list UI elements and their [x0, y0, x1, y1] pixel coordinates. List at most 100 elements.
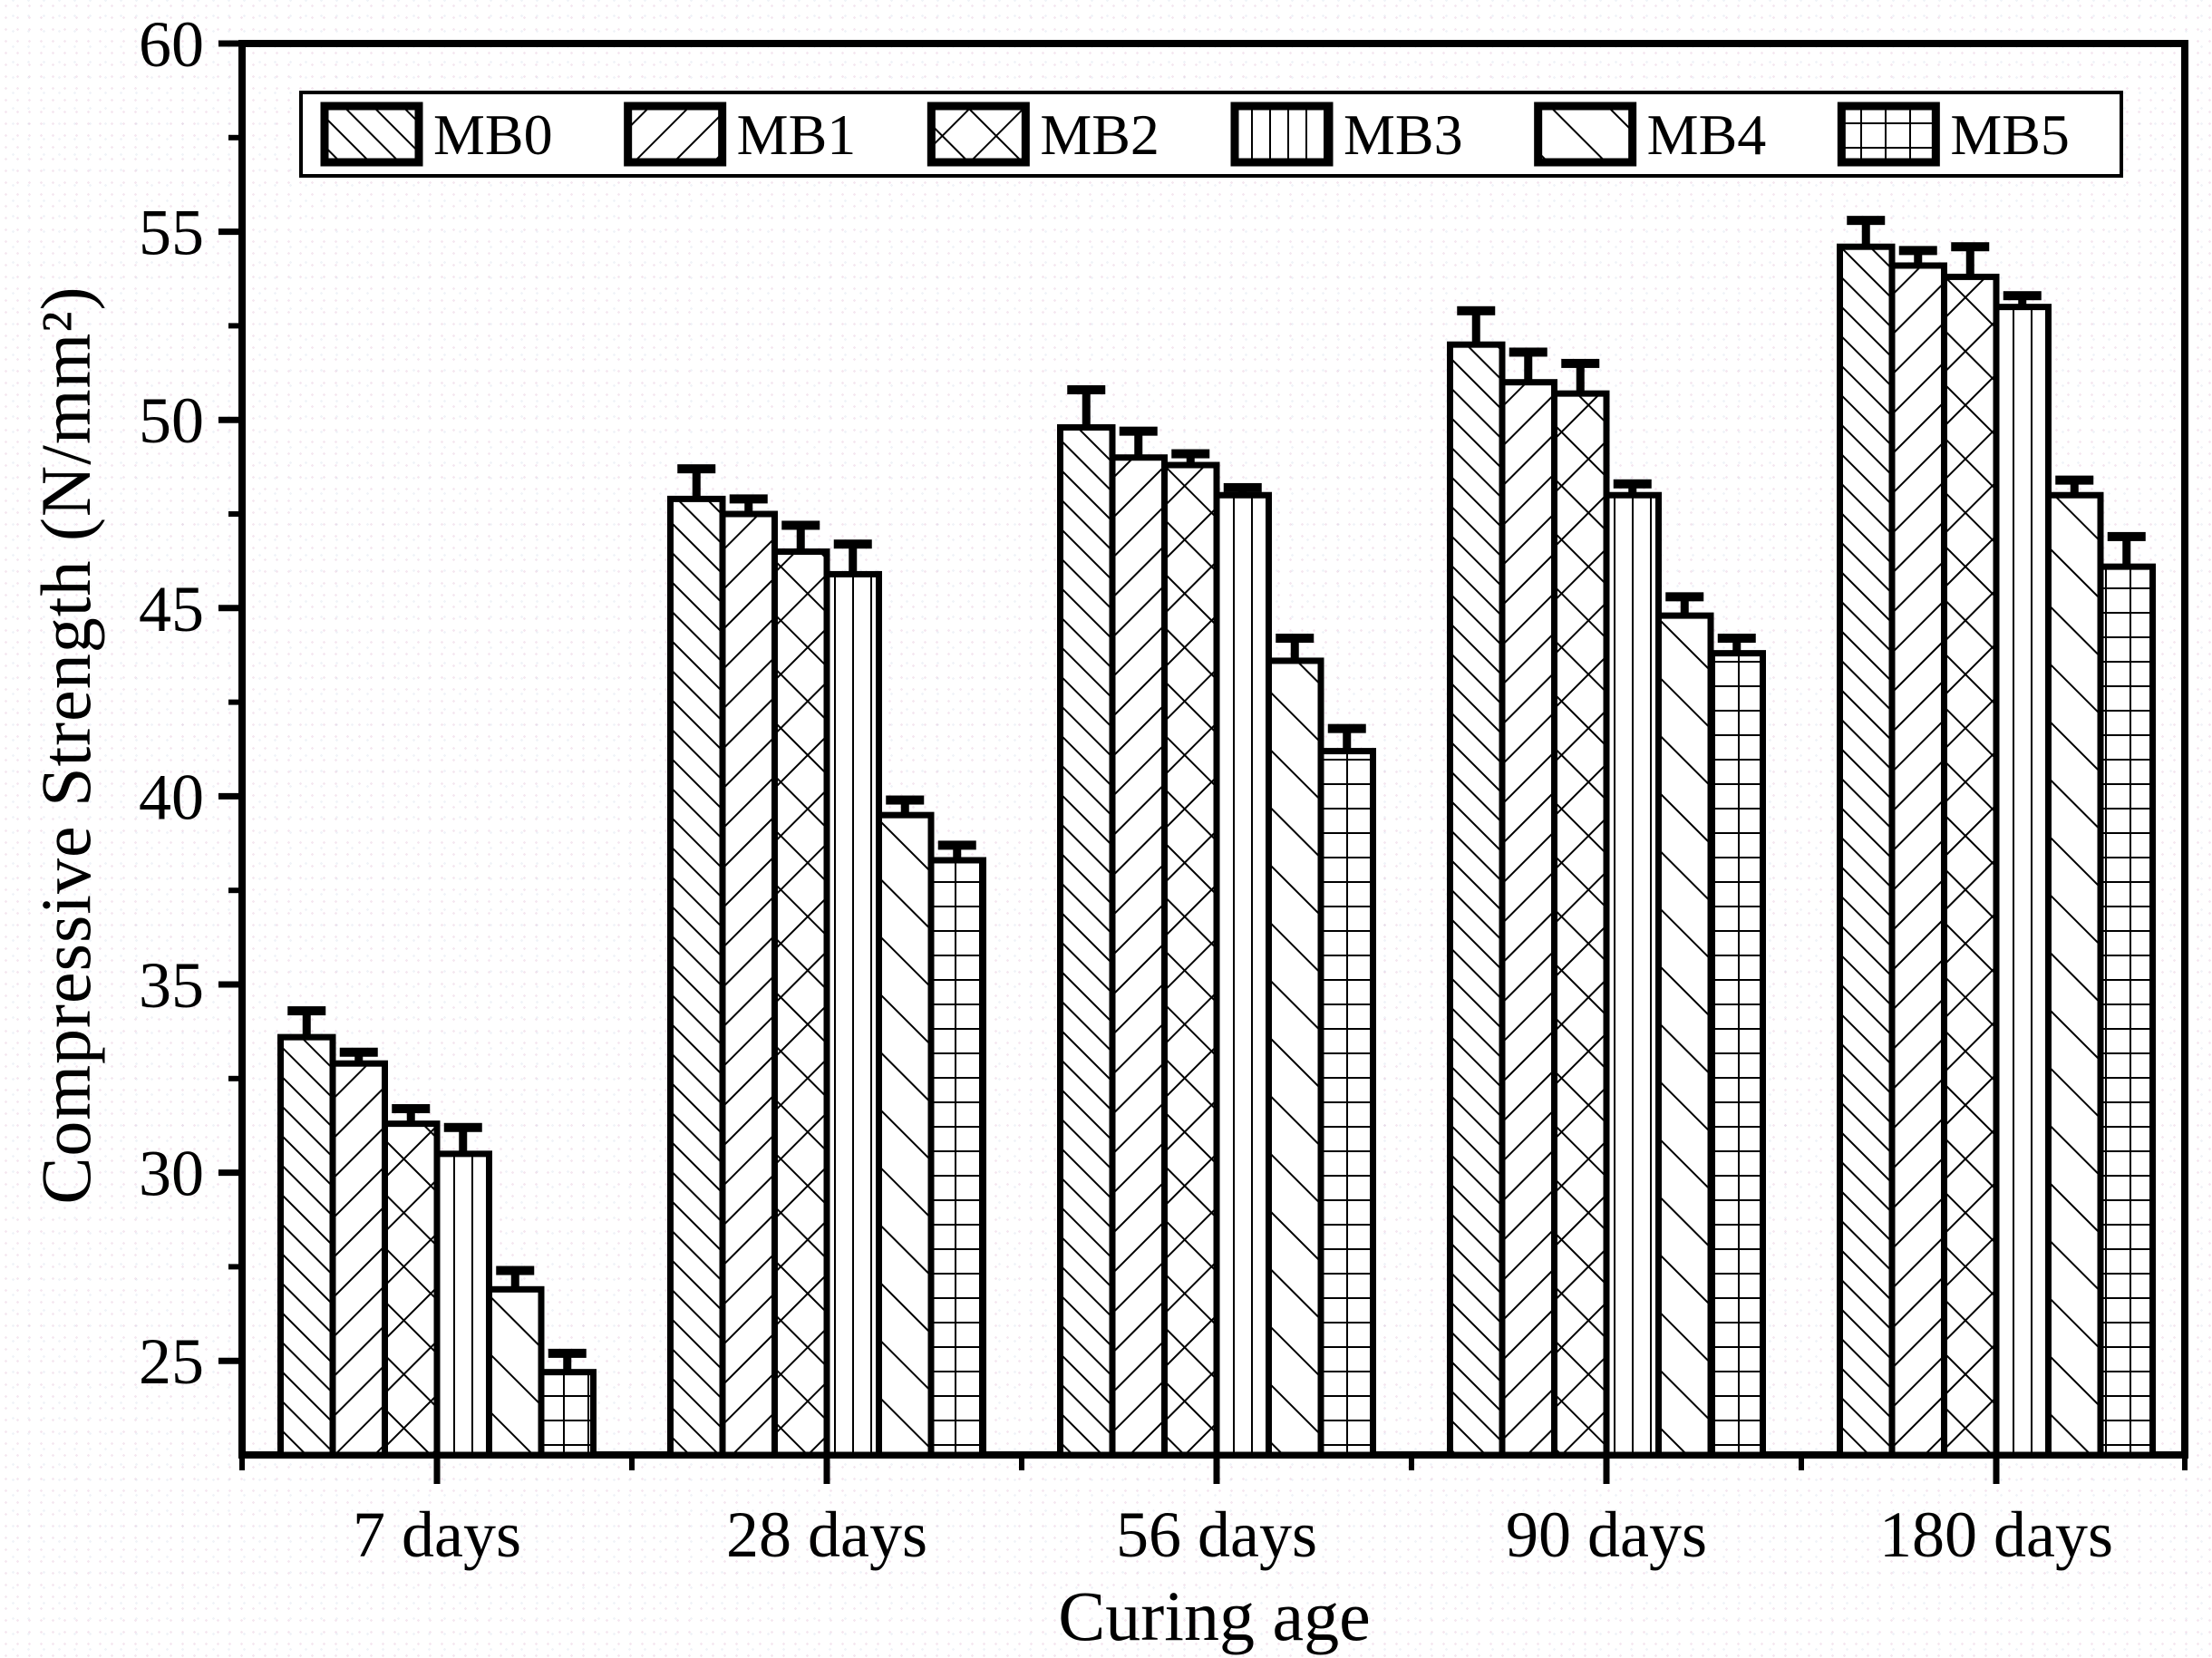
bar-MB0-7-days	[277, 1033, 336, 1459]
error-bar-cap	[548, 1348, 587, 1358]
bar-MB2-90-days	[1551, 390, 1610, 1459]
legend-item-MB4: MB4	[1534, 102, 1767, 167]
error-bar-cap	[1613, 479, 1652, 489]
bar-MB1-7-days	[329, 1060, 388, 1459]
bar-MB0-180-days	[1837, 243, 1896, 1459]
x-axis: 7 days 28 days 56 days 90 days 180 days	[239, 1455, 2188, 1571]
y-tick-label: 50	[139, 384, 204, 457]
bar-MB5-28-days	[927, 857, 986, 1459]
legend-label-MB3: MB3	[1344, 102, 1463, 167]
error-bar-cap	[1327, 723, 1366, 733]
legend-item-MB5: MB5	[1837, 102, 2070, 167]
y-tick-label: 45	[139, 573, 204, 645]
error-bar-cap	[1119, 426, 1158, 436]
bar-MB5-56-days	[1317, 748, 1376, 1459]
error-bar-cap	[886, 795, 925, 805]
bar-MB1-90-days	[1499, 379, 1557, 1459]
y-tick-label: 55	[139, 197, 204, 269]
x-tick-label: 28 days	[726, 1498, 927, 1571]
legend-item-MB3: MB3	[1230, 102, 1463, 167]
error-bar-cap	[443, 1122, 482, 1132]
error-bar-cap	[1898, 246, 1937, 256]
y-tick-label: 60	[139, 8, 204, 81]
bar-MB3-180-days	[1993, 304, 2052, 1459]
y-axis: 25 30 35 40 45 50 55 60	[139, 8, 242, 1398]
error-bar-cap	[1276, 634, 1315, 644]
bar-MB5-90-days	[1707, 650, 1766, 1459]
error-bar-cap	[339, 1047, 378, 1057]
legend-label-MB4: MB4	[1647, 102, 1767, 167]
bar-MB4-180-days	[2045, 491, 2104, 1459]
error-bar-cap	[287, 1006, 326, 1016]
legend-item-MB0: MB0	[320, 102, 553, 167]
bar-MB4-56-days	[1266, 657, 1324, 1459]
y-axis-title: Compressive Strength (N/mm²)	[26, 286, 105, 1205]
bar-MB2-56-days	[1161, 461, 1220, 1459]
bar-MB0-90-days	[1447, 341, 1506, 1459]
bar-MB3-90-days	[1603, 491, 1662, 1459]
x-tick-label: 90 days	[1506, 1498, 1707, 1571]
error-bar-cap	[1223, 482, 1262, 492]
error-bar-cap	[729, 494, 768, 504]
error-bar-cap	[937, 840, 976, 850]
bar-MB5-180-days	[2097, 563, 2156, 1459]
legend-label-MB1: MB1	[737, 102, 857, 167]
legend-swatch-MB1	[624, 102, 727, 167]
legend-item-MB1: MB1	[624, 102, 857, 167]
error-bar-cap	[1067, 384, 1106, 394]
error-bar-cap	[2055, 475, 2094, 485]
x-tick-label: 180 days	[1879, 1498, 2113, 1571]
bar-MB1-180-days	[1888, 262, 1947, 1459]
legend-item-MB2: MB2	[927, 102, 1159, 167]
bar-MB3-7-days	[433, 1150, 492, 1459]
error-bar-cap	[1561, 358, 1600, 368]
bar-MB2-28-days	[771, 548, 830, 1459]
bar-MB4-28-days	[876, 811, 935, 1459]
legend-swatch-MB3	[1230, 102, 1334, 167]
error-bar-cap	[833, 539, 872, 549]
bar-group-7-days	[277, 1006, 597, 1459]
bar-MB3-28-days	[823, 570, 882, 1459]
bar-MB1-28-days	[719, 510, 778, 1459]
error-bar-cap	[1951, 242, 1990, 252]
x-tick-label: 7 days	[353, 1498, 521, 1571]
y-tick-label: 25	[139, 1325, 204, 1398]
error-bar-cap	[2107, 531, 2146, 541]
y-tick-label: 35	[139, 949, 204, 1022]
x-axis-title: Curing age	[1058, 1576, 1371, 1655]
error-bar-cap	[781, 520, 820, 530]
bar-MB0-56-days	[1057, 424, 1116, 1459]
legend-label-MB5: MB5	[1950, 102, 2070, 167]
bar-MB5-7-days	[538, 1369, 597, 1459]
legend-label-MB2: MB2	[1040, 102, 1159, 167]
legend-swatch-MB4	[1534, 102, 1637, 167]
bar-MB1-56-days	[1109, 454, 1168, 1459]
y-tick-label: 40	[139, 761, 204, 833]
bar-MB2-180-days	[1941, 273, 2000, 1459]
error-bar-cap	[1717, 634, 1756, 644]
bar-MB3-56-days	[1213, 491, 1272, 1459]
legend-box	[299, 91, 2123, 178]
bar-group-180-days	[1837, 216, 2156, 1459]
bar-group-28-days	[667, 464, 986, 1459]
error-bar-cap	[1847, 216, 1886, 226]
bar-MB0-28-days	[667, 495, 726, 1459]
error-bar-cap	[1509, 347, 1547, 357]
legend-swatch-MB2	[927, 102, 1030, 167]
error-bar-cap	[496, 1265, 535, 1275]
error-bar-cap	[1171, 449, 1210, 459]
bar-group-56-days	[1057, 384, 1376, 1459]
error-bar-cap	[1457, 305, 1496, 315]
error-bar-cap	[2003, 291, 2042, 301]
error-bar-cap	[1665, 592, 1704, 602]
bar-group-90-days	[1447, 305, 1766, 1459]
error-bar-cap	[677, 464, 716, 474]
legend-swatch-MB0	[320, 102, 423, 167]
x-tick-label: 56 days	[1116, 1498, 1317, 1571]
bar-MB4-7-days	[486, 1285, 545, 1459]
error-bar-cap	[392, 1104, 431, 1114]
y-tick-label: 30	[139, 1138, 204, 1210]
legend: MB0 MB1 MB2 MB3 MB4 MB5	[299, 91, 2123, 178]
legend-swatch-MB5	[1837, 102, 1940, 167]
